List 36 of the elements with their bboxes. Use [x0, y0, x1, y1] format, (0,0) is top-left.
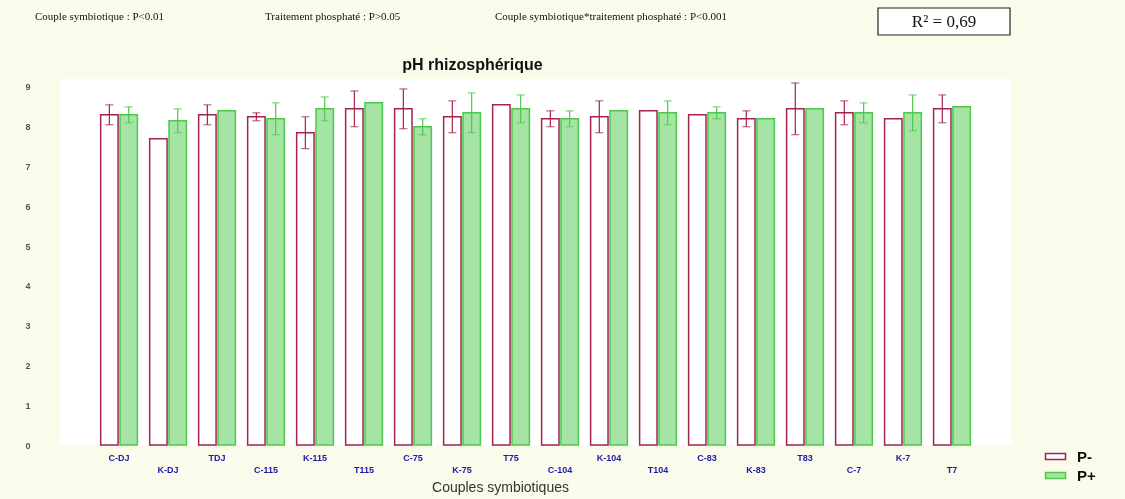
y-tick-label: 1	[25, 400, 31, 411]
x-tick-label: T7	[946, 464, 958, 475]
y-tick-label: 3	[25, 321, 31, 332]
y-tick-label: 6	[25, 201, 31, 212]
x-tick-label: C-75	[403, 452, 423, 463]
x-tick-label: T115	[354, 464, 375, 475]
x-tick-label: C-115	[254, 464, 279, 475]
text: Traitement phosphaté : P>0.05	[265, 10, 401, 22]
y-tick-label: 8	[25, 122, 31, 133]
x-tick-label: T104	[647, 464, 669, 475]
x-tick-label: C-83	[697, 452, 717, 463]
legend-label: P-	[1077, 447, 1092, 465]
x-tick-label: C-DJ	[108, 452, 130, 463]
text: Couple symbiotique*traitement phosphaté : P<0.001	[495, 10, 727, 22]
x-tick-label: K-83	[746, 464, 766, 475]
x-tick-label: T83	[797, 452, 813, 463]
x-tick-label: TDJ	[208, 452, 226, 463]
chart-title: pH rhizosphérique	[402, 56, 543, 74]
y-tick-label: 2	[25, 360, 31, 371]
x-tick-label: K-75	[452, 464, 472, 475]
y-tick-label: 4	[25, 281, 31, 292]
x-tick-label: K-7	[895, 452, 911, 463]
y-tick-label: 9	[25, 82, 31, 93]
x-tick-label: C-7	[846, 464, 862, 475]
text: R² = 0,69	[911, 12, 977, 31]
legend-label: P+	[1077, 466, 1096, 484]
y-tick-label: 0	[25, 440, 31, 451]
x-axis-title: Couples symbiotiques	[432, 478, 569, 495]
x-tick-label: K-DJ	[157, 464, 179, 475]
x-tick-label: T75	[503, 452, 519, 463]
y-tick-label: 7	[25, 162, 31, 173]
y-tick-label: 5	[25, 241, 31, 252]
x-tick-label: K-115	[303, 452, 328, 463]
x-tick-label: C-104	[547, 464, 573, 475]
text: Couple symbiotique : P<0.01	[35, 10, 165, 22]
x-tick-label: K-104	[596, 452, 622, 463]
